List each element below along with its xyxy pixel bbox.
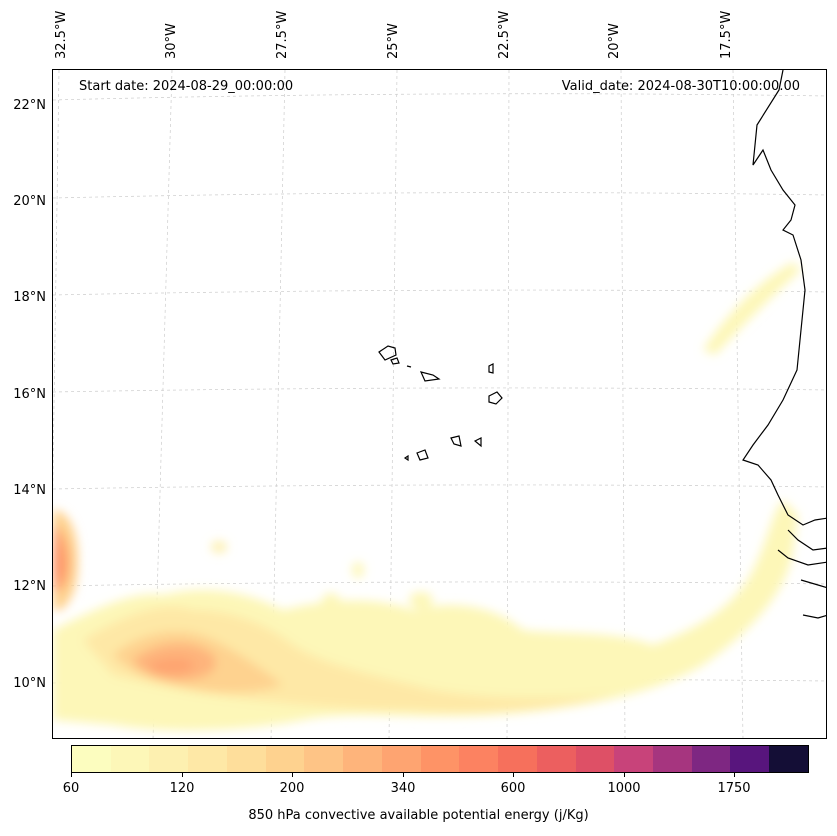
valid-date-text: Valid_date: 2024-08-30T10:00:00.00 bbox=[561, 79, 800, 94]
colorbar-segment bbox=[149, 746, 189, 772]
colorbar-tickmark bbox=[292, 773, 293, 777]
colorbar-segment bbox=[72, 746, 111, 772]
lat-label-12n: 12°N bbox=[13, 579, 46, 594]
lat-label-22n: 22°N bbox=[13, 98, 46, 113]
colorbar-segment bbox=[614, 746, 654, 772]
colorbar-segment bbox=[536, 746, 576, 772]
colorbar bbox=[71, 745, 809, 773]
colorbar-tick-600: 600 bbox=[500, 781, 526, 796]
colorbar-segment bbox=[459, 746, 499, 772]
colorbar-tick-1750: 1750 bbox=[717, 781, 751, 796]
lat-label-18n: 18°N bbox=[13, 290, 46, 305]
lon-label-27-5w: 27.5°W bbox=[275, 10, 290, 59]
colorbar-tickmark bbox=[71, 773, 72, 777]
colorbar-segment bbox=[730, 746, 770, 772]
colorbar-tickmark bbox=[403, 773, 404, 777]
colorbar-segment bbox=[226, 746, 266, 772]
lon-label-30w: 30°W bbox=[164, 23, 179, 59]
lat-label-10n: 10°N bbox=[13, 676, 46, 691]
colorbar-segment bbox=[769, 746, 808, 772]
colorbar-segment bbox=[188, 746, 227, 772]
lon-label-17-5w: 17.5°W bbox=[719, 10, 734, 59]
lon-label-25w: 25°W bbox=[386, 23, 401, 59]
map-panel: Start date: 2024-08-29_00:00:00 Valid_da… bbox=[52, 69, 827, 739]
colorbar-tickmark bbox=[182, 773, 183, 777]
colorbar-segment bbox=[110, 746, 150, 772]
start-date-text: Start date: 2024-08-29_00:00:00 bbox=[79, 79, 294, 94]
colorbar-segment bbox=[343, 746, 382, 772]
colorbar-segment bbox=[575, 746, 615, 772]
lon-label-22-5w: 22.5°W bbox=[497, 10, 512, 59]
colorbar-segment bbox=[691, 746, 731, 772]
map-canvas bbox=[53, 70, 826, 738]
colorbar-tick-340: 340 bbox=[390, 781, 416, 796]
colorbar-segment bbox=[420, 746, 460, 772]
colorbar-tick-120: 120 bbox=[169, 781, 195, 796]
lon-label-32-5w: 32.5°W bbox=[54, 10, 69, 59]
colorbar-segment bbox=[498, 746, 537, 772]
colorbar-tick-1000: 1000 bbox=[607, 781, 641, 796]
coastline bbox=[378, 70, 826, 619]
colorbar-segment bbox=[304, 746, 344, 772]
colorbar-tick-60: 60 bbox=[62, 781, 80, 796]
colorbar-segment bbox=[381, 746, 421, 772]
colorbar-tick-200: 200 bbox=[279, 781, 305, 796]
colorbar-tickmark bbox=[513, 773, 514, 777]
lat-label-14n: 14°N bbox=[13, 483, 46, 498]
cape-field bbox=[53, 262, 801, 731]
lat-label-16n: 16°N bbox=[13, 387, 46, 402]
lon-label-20w: 20°W bbox=[607, 23, 622, 59]
colorbar-tickmark bbox=[624, 773, 625, 777]
colorbar-tickmark bbox=[734, 773, 735, 777]
colorbar-segment bbox=[653, 746, 692, 772]
colorbar-segment bbox=[265, 746, 305, 772]
colorbar-label: 850 hPa convective available potential e… bbox=[248, 808, 589, 823]
lat-label-20n: 20°N bbox=[13, 194, 46, 209]
